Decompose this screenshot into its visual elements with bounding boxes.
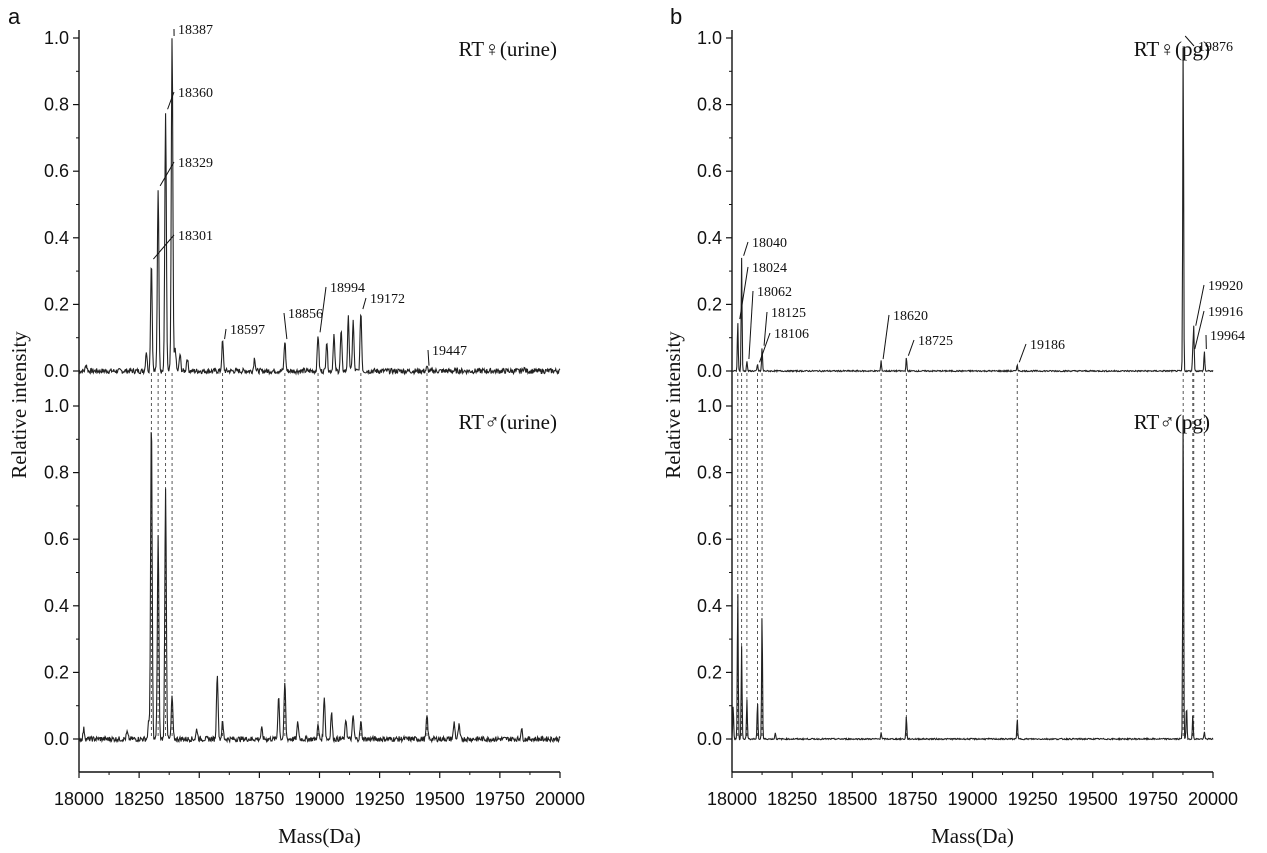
peak-leader-line [743, 241, 749, 256]
x-tick-label: 19750 [1128, 789, 1178, 809]
y-tick-label: 1.0 [44, 28, 69, 48]
panel-letter: a [8, 4, 21, 29]
y-tick-label: 0.2 [44, 662, 69, 682]
peak-leader-line [362, 297, 367, 310]
y-tick-label: 0.6 [697, 161, 722, 181]
y-tick-label: 0.8 [697, 463, 722, 483]
peak-label: 19964 [1210, 329, 1245, 344]
x-tick-label: 18000 [707, 789, 757, 809]
peak-leader-line [224, 328, 227, 340]
peak-label: 19172 [370, 292, 405, 307]
peak-leader-line [907, 339, 915, 356]
peak-leader-line [1195, 284, 1205, 326]
peak-label: 19920 [1208, 279, 1243, 294]
y-tick-label: 0.8 [697, 95, 722, 115]
peak-label: 19876 [1198, 40, 1233, 55]
spectrum-line-bottom [78, 432, 561, 744]
y-tick-label: 0.2 [44, 294, 69, 314]
x-tick-label: 19750 [475, 789, 525, 809]
peak-label: 18125 [771, 306, 806, 321]
peak-label: 19186 [1030, 338, 1065, 353]
x-tick-label: 18750 [887, 789, 937, 809]
series-label-bottom: RT♂(urine) [459, 410, 557, 434]
x-tick-label: 18750 [234, 789, 284, 809]
y-tick-label: 0.0 [44, 361, 69, 381]
peak-leader-line [763, 311, 768, 346]
peak-label: 18360 [178, 86, 213, 101]
x-tick-label: 20000 [1188, 789, 1238, 809]
spectrum-line-top [731, 47, 1214, 374]
peak-label: 18994 [330, 281, 365, 296]
x-tick-label: 20000 [535, 789, 585, 809]
x-tick-label: 19000 [947, 789, 997, 809]
x-tick-label: 18250 [114, 789, 164, 809]
y-tick-label: 0.4 [697, 228, 722, 248]
peak-leader-line [167, 91, 175, 110]
x-axis-title: Mass(Da) [278, 824, 361, 848]
y-tick-label: 0.8 [44, 463, 69, 483]
x-tick-label: 18500 [174, 789, 224, 809]
y-tick-label: 0.0 [697, 729, 722, 749]
x-tick-label: 19500 [415, 789, 465, 809]
spectrum-line-top [78, 38, 561, 376]
y-tick-label: 0.6 [44, 529, 69, 549]
x-tick-label: 18500 [827, 789, 877, 809]
y-tick-label: 0.6 [697, 529, 722, 549]
peak-leader-line [748, 290, 754, 360]
peak-label: 18040 [752, 236, 787, 251]
y-tick-label: 0.4 [44, 228, 69, 248]
peak-leader-line [319, 286, 327, 333]
peak-leader-line [1194, 310, 1205, 350]
x-tick-label: 19000 [294, 789, 344, 809]
x-tick-label: 19500 [1068, 789, 1118, 809]
peak-leader-line [739, 266, 749, 320]
peak-leader-line [283, 312, 288, 340]
series-label-bottom: RT♂(pg) [1134, 410, 1210, 434]
y-axis-title: Relative intensity [7, 331, 31, 479]
spectrum-line-bottom [731, 415, 1214, 741]
peak-leader-line [882, 314, 890, 360]
x-axis-title: Mass(Da) [931, 824, 1014, 848]
y-tick-label: 0.6 [44, 161, 69, 181]
peak-leader-line [153, 234, 175, 260]
peak-label: 18387 [178, 23, 213, 38]
x-tick-label: 19250 [1008, 789, 1058, 809]
peak-label: 18725 [918, 334, 953, 349]
panel-letter: b [670, 4, 682, 29]
peak-label: 19916 [1208, 305, 1243, 320]
y-tick-label: 0.8 [44, 95, 69, 115]
peak-label: 19447 [432, 344, 467, 359]
y-axis-title: Relative intensity [661, 331, 685, 479]
peak-label: 18301 [178, 229, 213, 244]
y-tick-label: 1.0 [697, 28, 722, 48]
y-tick-label: 0.0 [44, 729, 69, 749]
peak-leader-line [159, 161, 175, 187]
peak-leader-line [427, 349, 430, 366]
peak-label: 18106 [774, 327, 809, 342]
y-tick-label: 0.2 [697, 294, 722, 314]
series-label-top: RT♀(urine) [459, 37, 557, 61]
y-tick-label: 0.4 [44, 596, 69, 616]
peak-label: 18062 [757, 285, 792, 300]
peak-label: 18620 [893, 309, 928, 324]
x-tick-label: 19250 [355, 789, 405, 809]
y-tick-label: 0.2 [697, 662, 722, 682]
y-tick-label: 0.4 [697, 596, 722, 616]
panel-b: b 0.0 0.2 0.4 0.6 0.8 1.0 0.0 0.2 0.4 0.6 0.8 1.0 180… [661, 4, 1245, 848]
peak-label: 18856 [288, 307, 323, 322]
peak-leader-line [1184, 35, 1195, 47]
y-tick-label: 1.0 [44, 396, 69, 416]
x-tick-label: 18250 [767, 789, 817, 809]
series-label-top: RT♀(pg) [1134, 37, 1210, 61]
peak-label: 18597 [230, 323, 265, 338]
peak-label: 18024 [752, 261, 787, 276]
x-tick-label: 18000 [54, 789, 104, 809]
peak-leader-line [1018, 343, 1027, 363]
panel-a: a 0.0 0.2 0.4 0.6 0.8 1.0 0.0 0.2 0.4 0.6 0.8 1.0 180… [7, 4, 585, 848]
peak-leader-line [759, 332, 771, 363]
peak-label: 18329 [178, 156, 213, 171]
y-tick-label: 0.0 [697, 361, 722, 381]
y-tick-label: 1.0 [697, 396, 722, 416]
